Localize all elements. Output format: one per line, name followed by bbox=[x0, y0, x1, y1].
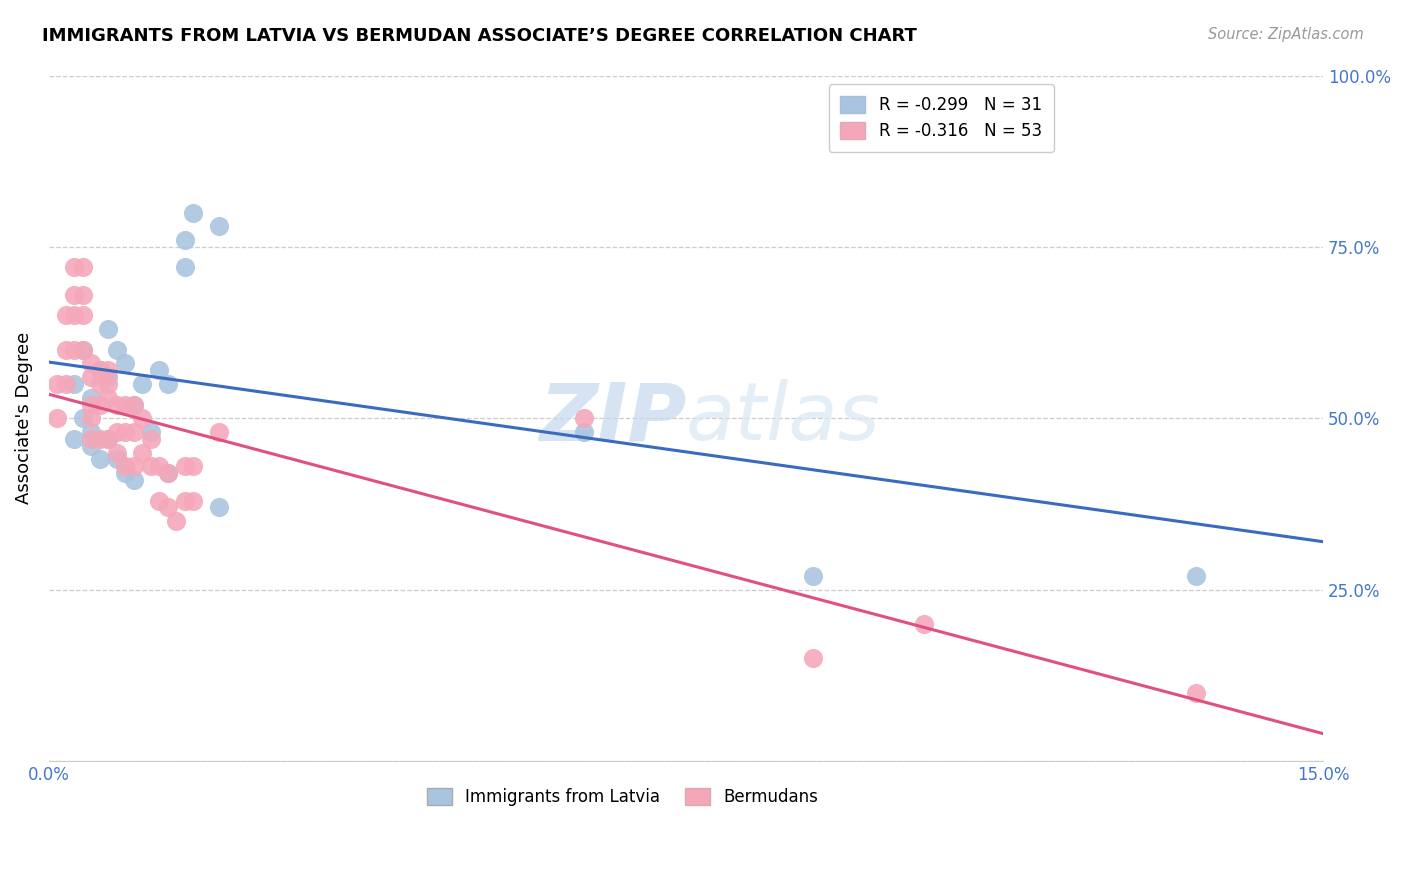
Point bbox=[183, 205, 205, 219]
Point bbox=[208, 219, 231, 234]
Point bbox=[173, 493, 195, 508]
Point bbox=[46, 377, 69, 392]
Point bbox=[165, 514, 187, 528]
Point bbox=[72, 288, 94, 302]
Point bbox=[156, 466, 179, 480]
Point bbox=[63, 377, 86, 392]
Point bbox=[572, 425, 595, 439]
Point bbox=[72, 343, 94, 357]
Point bbox=[173, 260, 195, 275]
Point bbox=[156, 377, 179, 392]
Point bbox=[139, 459, 162, 474]
Point bbox=[89, 363, 111, 377]
Legend: Immigrants from Latvia, Bermudans: Immigrants from Latvia, Bermudans bbox=[418, 780, 827, 814]
Point bbox=[80, 425, 103, 439]
Point bbox=[72, 411, 94, 425]
Point bbox=[89, 432, 111, 446]
Point bbox=[1184, 685, 1206, 699]
Point bbox=[208, 500, 231, 515]
Point bbox=[89, 377, 111, 392]
Point bbox=[122, 425, 145, 439]
Point bbox=[72, 260, 94, 275]
Point bbox=[148, 459, 170, 474]
Point bbox=[72, 343, 94, 357]
Point bbox=[89, 363, 111, 377]
Point bbox=[55, 343, 77, 357]
Point bbox=[55, 377, 77, 392]
Point bbox=[183, 459, 205, 474]
Point bbox=[80, 411, 103, 425]
Point bbox=[114, 398, 136, 412]
Point bbox=[97, 391, 120, 405]
Point bbox=[122, 398, 145, 412]
Point bbox=[105, 398, 128, 412]
Point bbox=[97, 432, 120, 446]
Point bbox=[97, 322, 120, 336]
Point bbox=[63, 260, 86, 275]
Text: IMMIGRANTS FROM LATVIA VS BERMUDAN ASSOCIATE’S DEGREE CORRELATION CHART: IMMIGRANTS FROM LATVIA VS BERMUDAN ASSOC… bbox=[42, 27, 917, 45]
Point bbox=[148, 363, 170, 377]
Point bbox=[208, 425, 231, 439]
Point bbox=[114, 356, 136, 370]
Point bbox=[80, 356, 103, 370]
Point bbox=[131, 445, 153, 459]
Point bbox=[80, 432, 103, 446]
Point bbox=[122, 398, 145, 412]
Point bbox=[80, 398, 103, 412]
Point bbox=[572, 411, 595, 425]
Point bbox=[89, 452, 111, 467]
Y-axis label: Associate's Degree: Associate's Degree bbox=[15, 332, 32, 504]
Point bbox=[89, 398, 111, 412]
Point bbox=[105, 425, 128, 439]
Point bbox=[72, 309, 94, 323]
Text: atlas: atlas bbox=[686, 379, 880, 458]
Point bbox=[139, 425, 162, 439]
Point bbox=[97, 377, 120, 392]
Point bbox=[148, 493, 170, 508]
Point bbox=[105, 445, 128, 459]
Text: ZIP: ZIP bbox=[538, 379, 686, 458]
Point bbox=[131, 377, 153, 392]
Point bbox=[114, 425, 136, 439]
Point bbox=[803, 569, 825, 583]
Point bbox=[912, 617, 935, 632]
Point bbox=[97, 432, 120, 446]
Point bbox=[80, 391, 103, 405]
Point bbox=[122, 473, 145, 487]
Point bbox=[156, 466, 179, 480]
Point bbox=[97, 370, 120, 384]
Point bbox=[131, 411, 153, 425]
Point bbox=[63, 309, 86, 323]
Point bbox=[803, 651, 825, 665]
Point bbox=[173, 233, 195, 247]
Point bbox=[1184, 569, 1206, 583]
Point bbox=[105, 452, 128, 467]
Point bbox=[139, 432, 162, 446]
Point bbox=[114, 466, 136, 480]
Point bbox=[105, 343, 128, 357]
Point bbox=[63, 432, 86, 446]
Point bbox=[63, 343, 86, 357]
Point bbox=[63, 288, 86, 302]
Point bbox=[55, 309, 77, 323]
Point bbox=[114, 459, 136, 474]
Point bbox=[122, 459, 145, 474]
Point bbox=[80, 439, 103, 453]
Point bbox=[97, 363, 120, 377]
Point bbox=[80, 370, 103, 384]
Point bbox=[183, 493, 205, 508]
Text: Source: ZipAtlas.com: Source: ZipAtlas.com bbox=[1208, 27, 1364, 42]
Point bbox=[173, 459, 195, 474]
Point bbox=[156, 500, 179, 515]
Point bbox=[46, 411, 69, 425]
